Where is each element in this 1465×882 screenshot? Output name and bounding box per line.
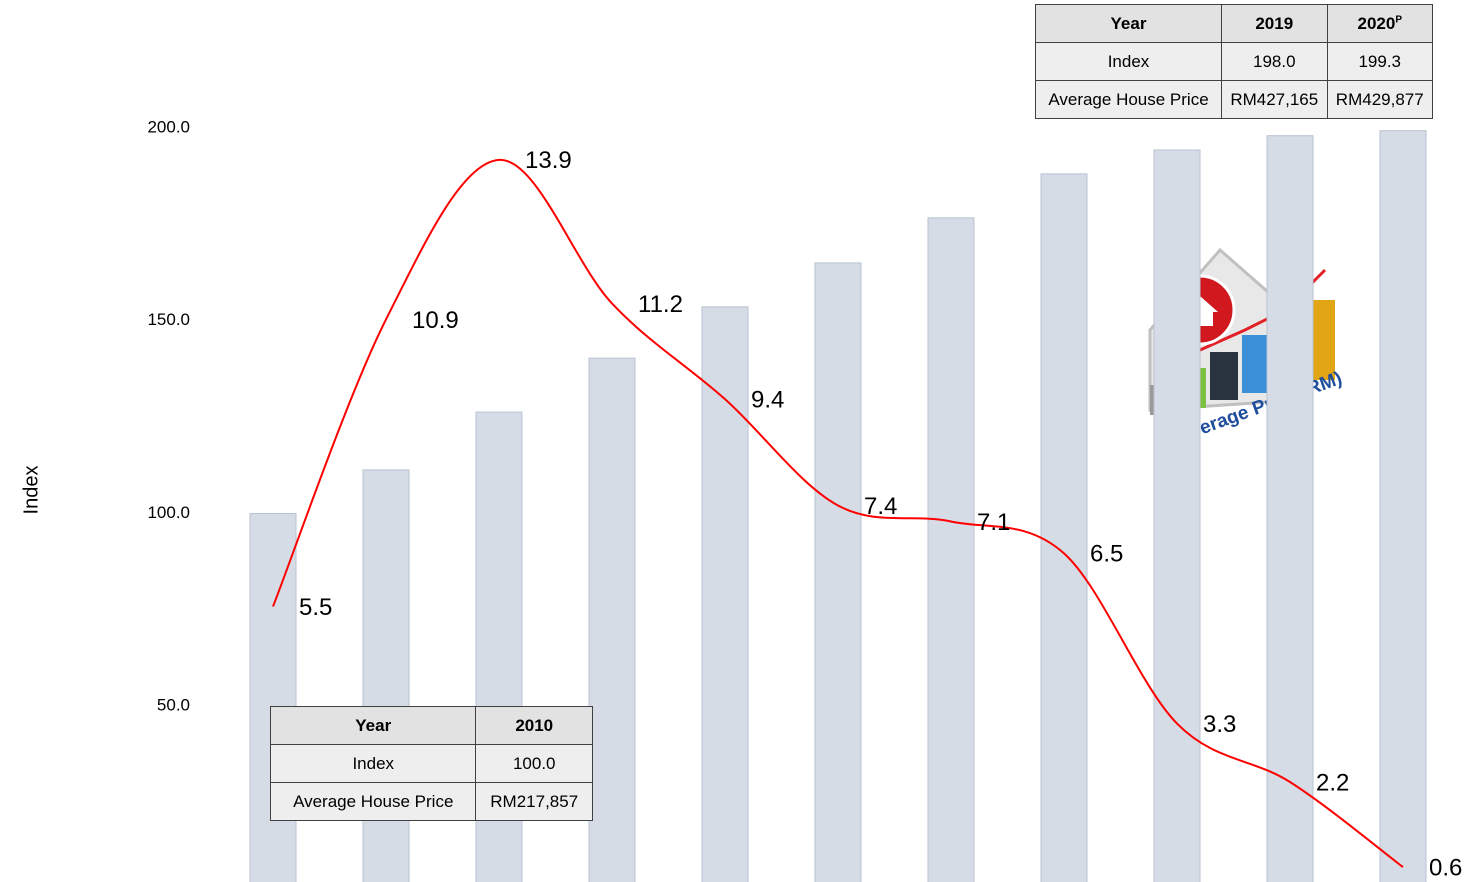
cell-text: 2010 — [515, 716, 553, 735]
table-cell: 2019 — [1222, 5, 1327, 43]
table-cell: RM429,877 — [1327, 81, 1433, 119]
table-cell: 2020P — [1327, 5, 1433, 43]
table-row: Year 2010 — [271, 707, 593, 745]
data-label: 10.9 — [412, 307, 459, 334]
data-label: 2.2 — [1316, 769, 1349, 796]
bar — [589, 358, 635, 882]
data-label: 9.4 — [751, 387, 784, 414]
table-row: Year 2019 2020P — [1036, 5, 1433, 43]
table-cell: RM427,165 — [1222, 81, 1327, 119]
data-label: 3.3 — [1203, 711, 1236, 738]
cell-text: 198.0 — [1253, 52, 1296, 71]
top-table: Year 2019 2020P Index 198.0 199.3 Average Hous… — [1035, 4, 1433, 119]
table-cell: 2010 — [476, 707, 593, 745]
y-tick-label: 50.0 — [157, 696, 190, 715]
y-tick-label: 150.0 — [147, 310, 190, 329]
cell-text: Year — [355, 716, 391, 735]
bar — [928, 218, 974, 882]
table-cell: 198.0 — [1222, 43, 1327, 81]
cell-text: 2019 — [1255, 14, 1293, 33]
data-label: 7.1 — [977, 509, 1010, 536]
cell-text: RM217,857 — [490, 792, 578, 811]
table-cell: Year — [1036, 5, 1222, 43]
bar — [815, 263, 861, 882]
y-tick-label: 200.0 — [147, 117, 190, 136]
cell-text: 2020 — [1358, 14, 1396, 33]
y-tick-label: 100.0 — [147, 503, 190, 522]
cell-text: 100.0 — [513, 754, 556, 773]
bar — [1380, 131, 1426, 882]
data-label: 11.2 — [638, 291, 683, 318]
bar — [1041, 174, 1087, 882]
data-label: 0.6 — [1429, 854, 1462, 881]
bottom-table: Year 2010 Index 100.0 Average House Price RM2… — [270, 706, 593, 821]
bar — [1267, 136, 1313, 882]
table-row: Average House Price RM427,165 RM429,877 — [1036, 81, 1433, 119]
data-label: 5.5 — [299, 594, 332, 621]
table-cell: Index — [1036, 43, 1222, 81]
cell-text: 199.3 — [1358, 52, 1401, 71]
cell-text: Index — [352, 754, 394, 773]
chart: Index Average Price (RM) 50.0100.0150.02… — [0, 0, 1465, 882]
table-cell: Index — [271, 745, 476, 783]
table-cell: 199.3 — [1327, 43, 1433, 81]
table-cell: RM217,857 — [476, 783, 593, 821]
table-cell: 100.0 — [476, 745, 593, 783]
cell-text: Index — [1108, 52, 1150, 71]
bar — [702, 307, 748, 882]
table-row: Index 100.0 — [271, 745, 593, 783]
bar — [250, 514, 296, 882]
bar — [1154, 150, 1200, 882]
table-cell: Average House Price — [271, 783, 476, 821]
page: Index Average Price (RM) 50.0100.0150.02… — [0, 0, 1465, 882]
table-cell: Year — [271, 707, 476, 745]
table-cell: Average House Price — [1036, 81, 1222, 119]
table-row: Average House Price RM217,857 — [271, 783, 593, 821]
cell-text: Year — [1111, 14, 1147, 33]
cell-text: RM427,165 — [1230, 90, 1318, 109]
table-row: Index 198.0 199.3 — [1036, 43, 1433, 81]
superscript: P — [1395, 14, 1402, 25]
y-axis-title: Index — [20, 466, 42, 515]
cell-text: Average House Price — [293, 792, 453, 811]
data-label: 13.9 — [525, 147, 572, 174]
data-label: 6.5 — [1090, 541, 1123, 568]
data-label: 7.4 — [864, 493, 897, 520]
cell-text: RM429,877 — [1336, 90, 1424, 109]
cell-text: Average House Price — [1048, 90, 1208, 109]
